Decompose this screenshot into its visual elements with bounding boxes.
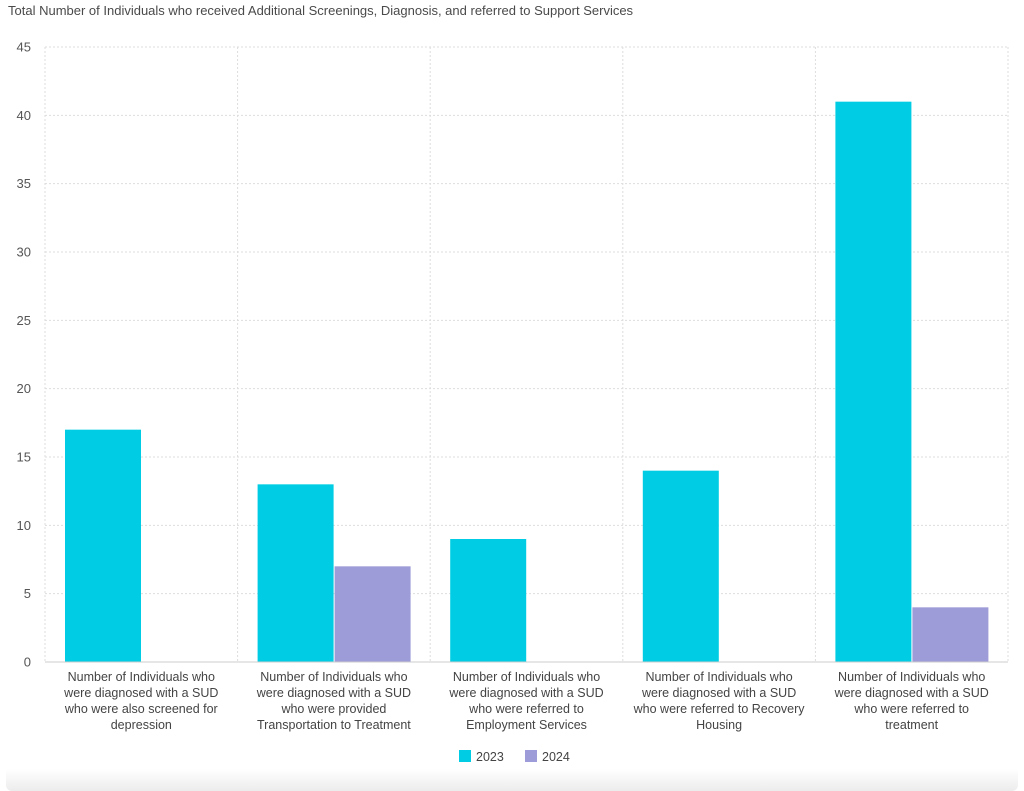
legend-swatch-2024[interactable] (525, 750, 537, 762)
legend-label-2024[interactable]: 2024 (542, 750, 570, 764)
x-category-label-line: treatment (885, 718, 938, 732)
y-tick-label: 10 (17, 518, 31, 533)
y-tick-label: 25 (17, 313, 31, 328)
y-tick-label: 35 (17, 176, 31, 191)
x-category-label-line: Number of Individuals who (260, 670, 407, 684)
bar-2023-3[interactable] (450, 539, 527, 662)
bar-2023-2[interactable] (257, 484, 334, 662)
bar-2024-5[interactable] (912, 607, 989, 662)
y-tick-label: 40 (17, 108, 31, 123)
x-category-label-line: Number of Individuals who (838, 670, 985, 684)
bar-2023-5[interactable] (835, 101, 912, 662)
x-category-label-line: Number of Individuals who (453, 670, 600, 684)
x-category-label-line: were diagnosed with a SUD (641, 686, 796, 700)
x-category-label-line: who were also screened for (64, 702, 218, 716)
legend-swatch-2023[interactable] (459, 750, 471, 762)
bar-2023-1[interactable] (65, 429, 141, 662)
x-category-label-line: Employment Services (466, 718, 587, 732)
x-category-label: Number of Individuals who were diagnosed … (633, 670, 806, 732)
y-tick-label: 5 (24, 586, 31, 601)
legend-label-2023[interactable]: 2023 (476, 750, 504, 764)
bar-2024-2[interactable] (334, 566, 411, 662)
bar-2023-4[interactable] (642, 470, 719, 662)
x-category-label-line: Number of Individuals who (645, 670, 792, 684)
x-category-label-line: depression (111, 718, 172, 732)
chart-title: Total Number of Individuals who received… (8, 3, 634, 18)
x-category-label-line: Transportation to Treatment (257, 718, 411, 732)
y-tick-label: 15 (17, 450, 31, 465)
x-category-label: Number of Individuals who were diagnosed … (834, 670, 989, 732)
x-category-label-line: who were provided (280, 702, 386, 716)
x-category-label-line: were diagnosed with a SUD (448, 686, 603, 700)
x-category-label-line: Housing (696, 718, 742, 732)
x-category-label: Number of Individuals who were diagnosed … (63, 670, 218, 732)
x-category-label-line: were diagnosed with a SUD (834, 686, 989, 700)
y-tick-label: 30 (17, 245, 31, 260)
x-category-label-line: who were referred to (468, 702, 584, 716)
x-category-label: Number of Individuals who were diagnosed … (256, 670, 412, 732)
y-tick-label: 45 (17, 40, 31, 55)
y-tick-label: 0 (24, 655, 31, 670)
x-category-label-line: were diagnosed with a SUD (63, 686, 218, 700)
x-category-label-line: Number of Individuals who (68, 670, 215, 684)
bottom-strip (6, 769, 1018, 791)
x-category-label-line: who were referred to Recovery (633, 702, 806, 716)
x-category-label-line: who were referred to (853, 702, 969, 716)
y-tick-label: 20 (17, 381, 31, 396)
x-category-label: Number of Individuals who were diagnosed … (448, 670, 603, 732)
x-category-label-line: were diagnosed with a SUD (256, 686, 411, 700)
